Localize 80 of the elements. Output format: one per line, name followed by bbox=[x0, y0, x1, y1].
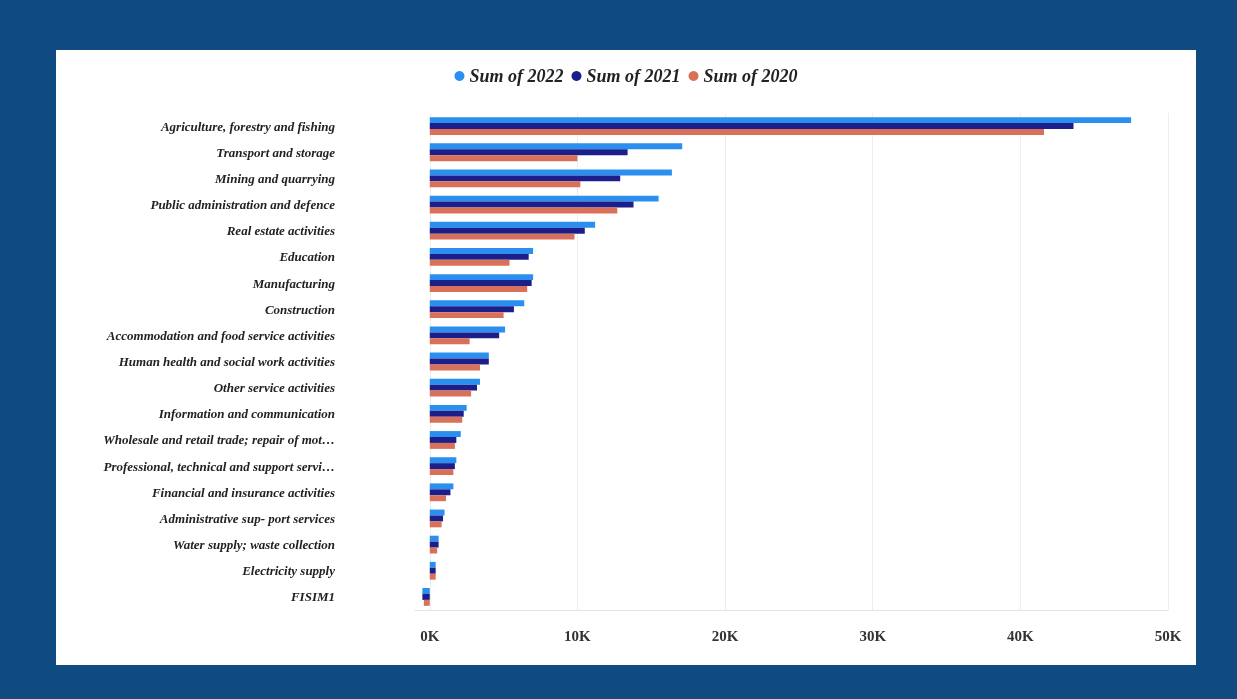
bar bbox=[429, 535, 439, 542]
legend-label: Sum of 2022 bbox=[469, 66, 564, 86]
bar bbox=[429, 253, 529, 260]
bar bbox=[429, 561, 436, 568]
bar bbox=[429, 221, 596, 228]
bar bbox=[429, 326, 506, 333]
bar bbox=[429, 410, 464, 417]
bar bbox=[429, 541, 439, 548]
y-tick-label: Manufacturing bbox=[251, 275, 336, 291]
y-tick-label: Other service activities bbox=[213, 380, 335, 396]
y-tick-label: Public administration and defence bbox=[150, 197, 336, 213]
bar bbox=[429, 181, 581, 188]
bar bbox=[429, 437, 457, 443]
bar bbox=[429, 567, 436, 574]
bar bbox=[429, 233, 575, 240]
x-tick-label: 50K bbox=[1154, 627, 1182, 644]
x-tick-label: 0K bbox=[420, 627, 440, 644]
bar bbox=[429, 227, 585, 234]
bar bbox=[429, 143, 683, 150]
legend-label: Sum of 2020 bbox=[703, 66, 798, 86]
bar bbox=[429, 201, 634, 208]
bar bbox=[429, 123, 1074, 130]
bar bbox=[429, 573, 436, 580]
bar bbox=[429, 117, 1132, 124]
bar bbox=[429, 306, 514, 313]
y-tick-label: Professional, technical and support servi… bbox=[103, 458, 335, 474]
y-tick-label: FISIM1 bbox=[289, 589, 335, 605]
bar bbox=[429, 312, 504, 319]
bar bbox=[429, 155, 578, 162]
y-tick-label: Agriculture, forestry and fishing bbox=[159, 118, 336, 134]
bar bbox=[429, 384, 478, 391]
y-tick-label: Human health and social work activities bbox=[117, 354, 335, 369]
bar bbox=[429, 416, 463, 423]
bar bbox=[429, 521, 442, 528]
y-tick-label: Electricity supply bbox=[241, 563, 336, 579]
y-tick-label: Mining and quarrying bbox=[214, 170, 336, 186]
bar bbox=[422, 593, 430, 600]
bar bbox=[429, 274, 534, 281]
bar bbox=[429, 175, 621, 182]
bar bbox=[429, 285, 528, 292]
bar bbox=[429, 515, 444, 522]
bar bbox=[429, 404, 467, 411]
bar bbox=[429, 463, 455, 470]
bar bbox=[429, 469, 454, 476]
y-tick-label: Wholesale and retail trade; repair of mot… bbox=[103, 432, 335, 448]
bar bbox=[429, 129, 1044, 135]
x-tick-label: 20K bbox=[711, 627, 739, 644]
y-tick-label: Financial and insurance activities bbox=[150, 484, 335, 500]
y-tick-label: Real estate activities bbox=[225, 223, 335, 239]
x-tick-label: 40K bbox=[1007, 627, 1035, 644]
y-tick-label: Transport and storage bbox=[216, 144, 336, 160]
bar bbox=[429, 300, 525, 307]
legend-label: Sum of 2021 bbox=[586, 66, 681, 86]
bar bbox=[429, 489, 451, 496]
bar bbox=[429, 149, 628, 156]
bar bbox=[429, 352, 489, 359]
x-tick-label: 30K bbox=[859, 627, 887, 644]
bar bbox=[429, 332, 500, 339]
y-tick-label: Construction bbox=[264, 301, 335, 317]
y-tick-label: Information and communication bbox=[157, 406, 335, 422]
bar bbox=[422, 588, 430, 594]
bar bbox=[429, 259, 510, 266]
bar bbox=[429, 247, 534, 254]
bar bbox=[429, 280, 532, 286]
bar bbox=[429, 338, 470, 345]
x-tick-label: 10K bbox=[564, 627, 592, 644]
bar bbox=[429, 378, 480, 385]
bar bbox=[429, 483, 454, 490]
y-tick-label: Administrative sup- port services bbox=[158, 510, 335, 526]
bar bbox=[429, 457, 457, 464]
y-tick-label: Education bbox=[278, 249, 335, 265]
bar bbox=[429, 431, 461, 438]
bar bbox=[423, 599, 430, 606]
bar bbox=[429, 195, 659, 202]
bar bbox=[429, 390, 472, 397]
bar bbox=[429, 364, 480, 371]
y-tick-label: Water supply; waste collection bbox=[173, 537, 335, 553]
bar bbox=[429, 495, 447, 502]
y-tick-label: Accommodation and food service activities bbox=[105, 327, 335, 343]
bar bbox=[429, 442, 455, 449]
